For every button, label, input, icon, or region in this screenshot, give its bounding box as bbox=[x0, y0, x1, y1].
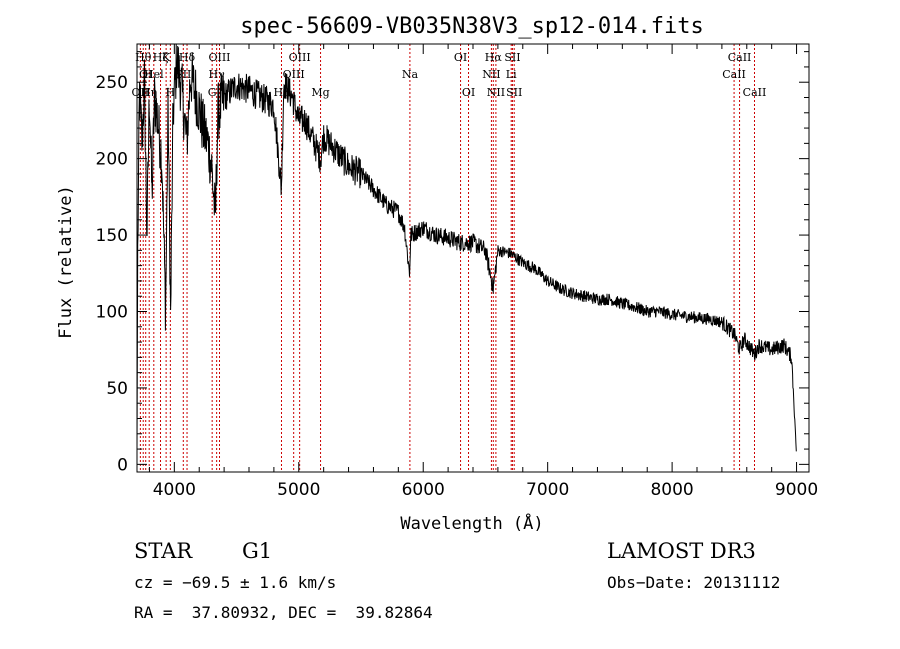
line-marker-label: SII bbox=[504, 51, 520, 64]
x-axis-label: Wavelength (Å) bbox=[400, 512, 543, 534]
line-marker-label: Mg bbox=[311, 86, 329, 99]
line-marker-label: OIII bbox=[289, 51, 311, 64]
y-tick-label: 0 bbox=[117, 455, 128, 475]
x-tick-label: 5000 bbox=[277, 480, 320, 500]
line-marker-labels: OIIHθOIHηHelHζKHSIIHδGHγOIIIHβOIIIOIIIMg… bbox=[132, 51, 767, 99]
line-marker-label: Hδ bbox=[179, 51, 196, 64]
axis-ticks bbox=[137, 44, 809, 472]
x-tick-label: 9000 bbox=[775, 480, 818, 500]
line-marker-label: Hel bbox=[144, 68, 164, 81]
line-marker-label: OI bbox=[454, 51, 467, 64]
survey-name: LAMOST DR3 bbox=[607, 539, 756, 563]
y-axis-label: Flux (relative) bbox=[56, 185, 76, 339]
x-tick-label: 6000 bbox=[402, 480, 445, 500]
line-marker-label: SII bbox=[506, 86, 522, 99]
y-tick-label: 150 bbox=[96, 226, 128, 246]
coordinates-readout: RA = 37.80932, DEC = 39.82864 bbox=[134, 603, 433, 622]
line-marker-label: K bbox=[162, 51, 171, 64]
x-tick-label: 4000 bbox=[153, 480, 196, 500]
line-marker-label: OI bbox=[462, 86, 475, 99]
x-tick-label: 7000 bbox=[526, 480, 569, 500]
x-tick-labels: 4000 5000 6000 7000 8000 9000 bbox=[153, 480, 818, 500]
line-marker-label: CaII bbox=[722, 68, 746, 81]
y-tick-label: 50 bbox=[106, 379, 128, 399]
y-tick-label: 250 bbox=[96, 73, 128, 93]
y-tick-label: 200 bbox=[96, 150, 128, 170]
chart-title: spec-56609-VB035N38V3_sp12-014.fits bbox=[240, 14, 704, 39]
line-marker-label: Hα bbox=[485, 51, 503, 64]
line-marker-label: H bbox=[166, 86, 176, 99]
y-tick-labels: 0 50 100 150 200 250 bbox=[96, 73, 128, 475]
x-tick-label: 8000 bbox=[650, 480, 693, 500]
line-marker-label: Li bbox=[506, 68, 517, 81]
line-marker-label: OIII bbox=[208, 51, 230, 64]
line-marker-label: Na bbox=[402, 68, 419, 81]
velocity-readout: cz = −69.5 ± 1.6 km/s bbox=[134, 573, 337, 592]
line-marker-label: CaII bbox=[743, 86, 767, 99]
line-marker-label: CaII bbox=[728, 51, 752, 64]
object-class: STAR bbox=[134, 539, 193, 563]
line-marker-label: OI bbox=[139, 68, 152, 81]
line-marker-label: Hζ bbox=[153, 51, 169, 64]
spectrum-line bbox=[136, 43, 797, 452]
obs-date: Obs−Date: 20131112 bbox=[607, 573, 781, 592]
line-marker-label: NII bbox=[482, 68, 500, 81]
plot-frame bbox=[136, 43, 810, 473]
line-marker-label: G bbox=[208, 86, 217, 99]
line-markers bbox=[139, 44, 755, 472]
y-tick-label: 100 bbox=[96, 303, 128, 323]
line-marker-label: Hθ bbox=[135, 51, 152, 64]
line-marker-label: NII bbox=[487, 86, 505, 99]
object-subclass: G1 bbox=[242, 539, 273, 563]
